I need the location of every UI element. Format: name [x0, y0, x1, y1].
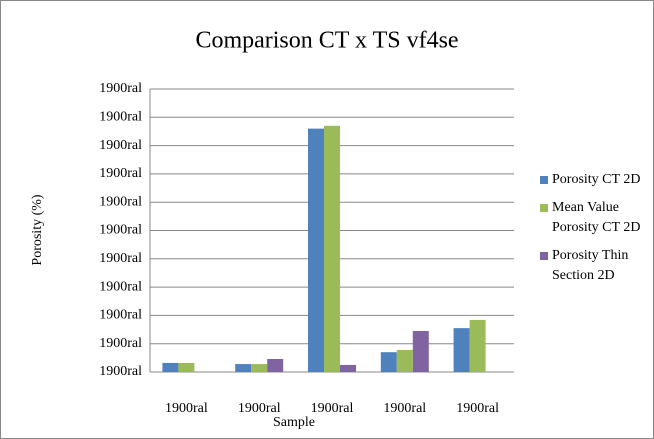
legend-label: Porosity Thin Section 2D — [552, 248, 629, 283]
bar — [162, 362, 179, 372]
bar — [308, 128, 324, 372]
x-tick-label: 1900ral — [238, 401, 281, 416]
y-tick-label: 1900ral — [99, 308, 142, 323]
x-tick-label: 1900ral — [383, 401, 426, 416]
x-tick-label: 1900ral — [165, 401, 208, 416]
legend-item: Mean Value Porosity CT 2D — [540, 198, 650, 238]
legend: Porosity CT 2D Mean Value Porosity CT 2D P… — [540, 170, 650, 294]
bar — [324, 125, 340, 372]
bar — [469, 319, 486, 372]
legend-label: Porosity CT 2D — [552, 172, 641, 187]
y-tick-label: 1900ral — [99, 364, 142, 379]
y-tick-label: 1900ral — [99, 166, 142, 181]
bar — [235, 364, 252, 372]
y-axis-label: Porosity (%) — [30, 194, 45, 266]
x-tick-label: 1900ral — [311, 401, 354, 416]
legend-swatch — [540, 204, 548, 212]
bar — [251, 364, 268, 372]
y-tick-label: 1900ral — [99, 336, 142, 351]
y-tick-label: 1900ral — [99, 110, 142, 125]
legend-label: Mean Value Porosity CT 2D — [552, 200, 641, 235]
bar — [412, 330, 429, 372]
bar — [340, 364, 356, 372]
bar — [178, 362, 195, 372]
x-tick-label: 1900ral — [456, 401, 499, 416]
bar — [396, 349, 413, 372]
bar — [267, 358, 284, 372]
legend-swatch — [540, 252, 548, 260]
legend-item: Porosity Thin Section 2D — [540, 246, 650, 286]
x-axis-label: Sample — [273, 415, 315, 430]
legend-item: Porosity CT 2D — [540, 170, 650, 190]
y-tick-label: 1900ral — [99, 223, 142, 238]
y-tick-label: 1900ral — [99, 251, 142, 266]
y-tick-label: 1900ral — [99, 138, 142, 153]
y-tick-label: 1900ral — [99, 279, 142, 294]
y-tick-label: 1900ral — [99, 194, 142, 209]
y-tick-label: 1900ral — [99, 81, 142, 96]
chart-title: Comparison CT x TS vf4se — [195, 28, 458, 54]
bar — [453, 328, 470, 372]
bar — [380, 352, 397, 372]
legend-swatch — [540, 176, 548, 184]
